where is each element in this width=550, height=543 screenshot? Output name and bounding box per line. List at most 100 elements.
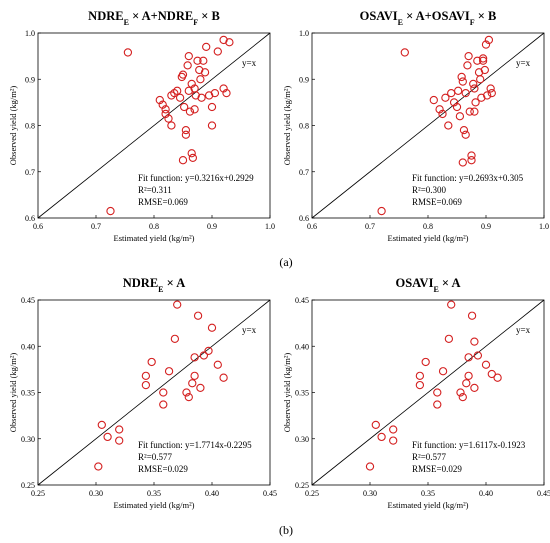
data-point [462, 379, 471, 388]
data-point [184, 51, 193, 61]
data-point [141, 380, 151, 390]
y-tick-label: 0.25 [295, 481, 309, 490]
data-point [199, 56, 208, 65]
x-tick-label: 0.8 [423, 222, 433, 231]
data-point [164, 367, 174, 376]
data-point [155, 95, 164, 105]
data-point [178, 70, 188, 79]
data-point [389, 425, 398, 434]
data-point [455, 112, 465, 121]
y-tick-label: 1.0 [25, 29, 35, 38]
data-point [377, 432, 386, 442]
x-tick-label: 0.7 [91, 222, 101, 231]
reference-line-label: y=x [242, 58, 257, 68]
data-point [473, 56, 482, 65]
data-point [187, 149, 196, 158]
data-point [180, 102, 189, 112]
data-point [477, 93, 486, 102]
data-point [371, 420, 380, 430]
data-point [441, 93, 450, 102]
x-tick-label: 0.30 [89, 489, 103, 498]
fit-function-text: Fit function: y=0.3216x+0.2929 [138, 173, 254, 183]
data-point [429, 95, 438, 105]
data-point [94, 462, 103, 471]
x-tick-label: 0.35 [421, 489, 435, 498]
data-point [170, 334, 180, 343]
reference-line-label: y=x [242, 325, 257, 335]
data-point [161, 109, 170, 119]
x-tick-label: 1.0 [539, 222, 549, 231]
data-point [473, 351, 483, 360]
data-point [207, 323, 217, 332]
data-point [400, 48, 409, 57]
data-point [486, 84, 495, 93]
reference-line-label: y=x [516, 325, 531, 335]
data-point [444, 121, 453, 130]
x-tick-label: 0.40 [479, 489, 493, 498]
x-tick-label: 1.0 [265, 222, 275, 231]
data-point [184, 86, 193, 95]
chart-panel-2: OSAVIE × A+OSAVIF × B 0.6 0.7 0.8 0.9 1.0 0.6 0… [282, 9, 549, 243]
data-point [141, 371, 151, 380]
data-point [207, 121, 217, 130]
y-tick-label: 0.45 [21, 296, 35, 305]
r-squared-text: R²=0.311 [138, 185, 172, 195]
data-point [435, 105, 444, 114]
data-point [183, 61, 192, 70]
rmse-text: RMSE=0.029 [138, 464, 188, 474]
fit-function-text: Fit function: y=0.2693x+0.305 [412, 173, 524, 183]
data-point [115, 436, 124, 445]
data-point [456, 388, 465, 397]
data-point [487, 369, 496, 379]
fit-function-text: Fit function: y=1.7714x-0.2295 [138, 440, 252, 450]
x-tick-label: 0.25 [305, 489, 319, 498]
y-tick-label: 0.25 [21, 481, 35, 490]
data-point [467, 151, 476, 160]
data-point [438, 367, 448, 376]
chart-title: OSAVIE × A [395, 276, 460, 294]
data-point [159, 388, 168, 397]
x-tick-label: 0.45 [263, 489, 277, 498]
y-tick-label: 0.7 [25, 168, 35, 177]
x-axis-label: Estimated yield (kg/m²) [388, 500, 469, 510]
reference-line-label: y=x [516, 58, 531, 68]
reference-line [311, 32, 545, 219]
data-point [193, 311, 203, 320]
data-point [389, 436, 398, 445]
data-point [464, 353, 473, 362]
data-point [444, 334, 454, 343]
data-point [187, 79, 196, 89]
y-axis-label: Observed yield (kg/m²) [282, 86, 292, 166]
x-axis-label: Estimated yield (kg/m²) [114, 500, 195, 510]
data-point [493, 373, 502, 382]
data-point [415, 380, 425, 390]
data-point [225, 38, 234, 47]
x-tick-label: 0.6 [307, 222, 317, 231]
data-point [200, 68, 210, 77]
data-point [202, 42, 211, 52]
data-point [467, 311, 477, 320]
data-point [197, 93, 206, 102]
y-axis-label: Observed yield (kg/m²) [8, 86, 18, 166]
y-tick-label: 1.0 [299, 29, 309, 38]
data-point [123, 48, 133, 57]
data-point [447, 88, 456, 98]
data-point [161, 105, 170, 114]
data-point [481, 40, 491, 49]
data-point [478, 54, 488, 63]
data-point [181, 125, 191, 135]
data-point [164, 114, 173, 123]
chart-panel-1: NDREE × A+NDREF × B 0.6 0.7 0.8 0.9 1.0 0.6 0.7… [8, 9, 275, 243]
chart-title: NDREE × A [123, 276, 185, 294]
data-point [190, 105, 199, 114]
data-point [463, 61, 472, 70]
chart-panel-3: NDREE × A 0.25 0.30 0.35 0.40 0.45 0.25 0.30 0.3… [8, 276, 277, 510]
data-point [103, 432, 112, 442]
data-point [449, 98, 459, 107]
data-point [213, 47, 222, 56]
data-point [433, 400, 442, 409]
data-point [181, 130, 191, 139]
y-tick-label: 0.9 [25, 75, 35, 84]
data-point [190, 371, 199, 380]
data-point [190, 353, 199, 362]
